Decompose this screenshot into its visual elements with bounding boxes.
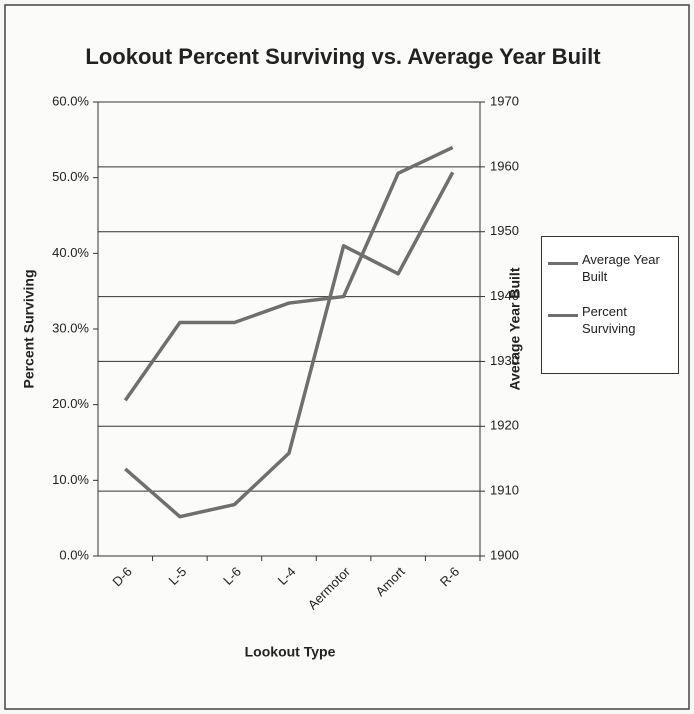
y-tick-label: 50.0% (52, 169, 89, 184)
series-line (123, 145, 454, 402)
y-tick-label: 40.0% (52, 245, 89, 260)
x-axis-title: Lookout Type (245, 644, 336, 660)
y-axis-title: Percent Surviving (21, 269, 37, 388)
y-tick-label: 30.0% (52, 320, 89, 335)
y2-tick-label: 1970 (490, 93, 519, 108)
y2-axis-title: Average Year Built (507, 267, 523, 390)
y-tick-label: 0.0% (59, 547, 89, 562)
y2-tick-label: 1900 (490, 547, 519, 562)
y-tick-label: 10.0% (52, 472, 89, 487)
series-line (124, 171, 455, 519)
y2-tick-label: 1930 (490, 353, 519, 368)
legend-label: Percent Surviving (582, 304, 636, 336)
chart-title: Lookout Percent Surviving vs. Average Ye… (85, 44, 601, 69)
legend-swatch (548, 314, 578, 317)
y2-tick-label: 1940 (490, 288, 519, 303)
y2-tick-label: 1910 (490, 483, 519, 498)
legend-swatch (548, 262, 578, 265)
y-tick-label: 60.0% (52, 93, 89, 108)
y-tick-label: 20.0% (52, 396, 89, 411)
y2-tick-label: 1960 (490, 158, 519, 173)
legend: Average Year Built Percent Surviving (541, 236, 679, 374)
y2-tick-label: 1950 (490, 223, 519, 238)
legend-label: Average Year Built (582, 252, 660, 284)
y2-tick-label: 1920 (490, 418, 519, 433)
